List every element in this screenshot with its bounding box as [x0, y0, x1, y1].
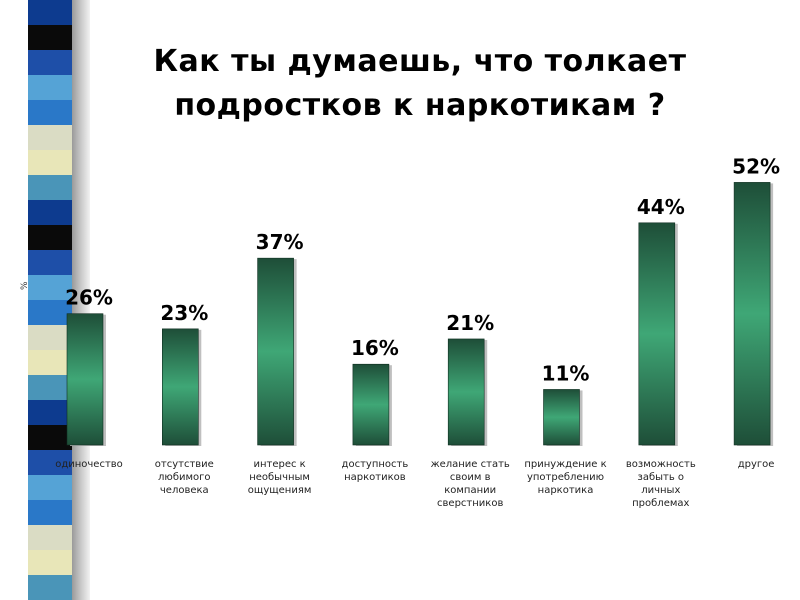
bar-value-label: 26%	[65, 286, 113, 310]
bar	[352, 363, 390, 446]
category-label: другое	[738, 459, 775, 470]
category-label: интерес к необычным ощущениям	[248, 459, 312, 496]
category-label-line: доступность	[342, 459, 409, 470]
bar	[733, 182, 771, 446]
decorative-stripe	[28, 0, 72, 25]
category-label-line: наркотика	[538, 485, 594, 496]
category-label-line: личных	[641, 485, 680, 496]
category-label-line: своим в	[450, 472, 491, 483]
decorative-stripe	[28, 300, 72, 325]
bar-value-label: 37%	[256, 230, 304, 254]
decorative-stripe	[28, 275, 72, 300]
category-label-line: проблемах	[632, 498, 689, 509]
category-label-line: одиночество	[55, 459, 123, 470]
decorative-stripe	[28, 250, 72, 275]
category-label-line: компании	[444, 485, 496, 496]
category-label-line: необычным	[249, 472, 310, 483]
decorative-stripe	[28, 500, 72, 525]
category-label: желание стать своим в компании сверстников	[431, 459, 510, 509]
bar-value-label: 44%	[637, 195, 685, 219]
category-label: возможность забыть о личных проблемах	[626, 459, 696, 509]
decorative-stripe	[28, 525, 72, 550]
category-label-line: желание стать	[431, 459, 510, 470]
category-label-line: употреблению	[527, 472, 604, 483]
category-label: доступность наркотиков	[342, 459, 409, 483]
category-label-line: отсутствие	[155, 459, 214, 470]
chart-title-line-1: Как ты думаешь, что толкает	[153, 44, 687, 79]
decorative-stripe	[28, 125, 72, 150]
decorative-stripe	[28, 200, 72, 225]
decorative-stripe	[28, 375, 72, 400]
category-label-line: ощущениям	[248, 485, 312, 496]
category-label-line: интерес к	[253, 459, 305, 470]
decorative-stripe	[28, 175, 72, 200]
bar-value-label: 23%	[160, 301, 208, 325]
decorative-stripe	[28, 550, 72, 575]
chart-title-line-2: подростков к наркотикам ?	[174, 88, 666, 123]
decorative-stripe	[28, 100, 72, 125]
decorative-stripe	[28, 50, 72, 75]
category-label-line: забыть о	[638, 472, 685, 483]
bar-value-label: 11%	[542, 361, 590, 385]
decorative-stripe	[28, 25, 72, 50]
bar-value-label: 52%	[732, 154, 780, 178]
category-label-line: наркотиков	[344, 472, 406, 483]
category-label: принуждение к употреблению наркотика	[524, 459, 606, 496]
decorative-stripe	[28, 400, 72, 425]
decorative-stripe-band	[28, 0, 72, 600]
category-label-line: человека	[160, 485, 209, 496]
decorative-stripe	[28, 225, 72, 250]
category-label-line: другое	[738, 459, 775, 470]
decorative-stripe	[28, 75, 72, 100]
decorative-stripe	[28, 325, 72, 350]
bar-value-label: 21%	[446, 311, 494, 335]
chart-title: Как ты думаешь, что толкает подростков к…	[90, 40, 750, 128]
bar-value-label: 16%	[351, 336, 399, 360]
bar	[66, 313, 104, 446]
bar	[638, 222, 676, 446]
decorative-stripe	[28, 475, 72, 500]
category-label: отсутствие любимого человека	[155, 459, 214, 496]
category-label-line: возможность	[626, 459, 696, 470]
decorative-stripe	[28, 150, 72, 175]
decorative-stripe	[28, 350, 72, 375]
bar	[543, 389, 580, 446]
decorative-stripe-shadow	[72, 0, 90, 600]
bar	[162, 328, 199, 446]
decorative-stripe	[28, 450, 72, 475]
category-label: одиночество	[55, 459, 123, 470]
category-label-line: сверстников	[437, 498, 503, 509]
bar	[257, 257, 294, 446]
category-label-line: любимого	[158, 472, 211, 483]
decorative-stripe	[28, 575, 72, 600]
category-label-line: принуждение к	[524, 459, 606, 470]
bar	[447, 338, 485, 446]
decorative-stripe	[28, 425, 72, 450]
